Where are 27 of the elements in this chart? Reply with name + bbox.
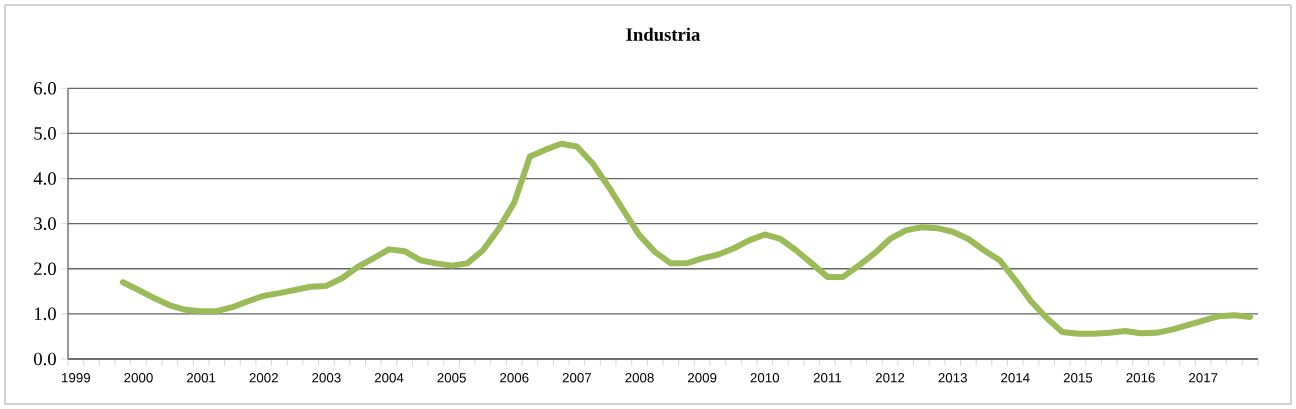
chart-title: Industria: [626, 27, 701, 41]
x-tick-label: 2006: [500, 373, 529, 383]
x-tick-label: 2001: [186, 373, 216, 383]
y-tick-label: 2.0: [34, 262, 56, 276]
x-tick-label: 2014: [1001, 373, 1030, 383]
y-tick-label: 6.0: [34, 81, 56, 95]
x-tick-label: 2004: [374, 373, 404, 383]
x-tick-label: 2015: [1063, 373, 1093, 383]
x-tick-label: 2011: [813, 373, 842, 383]
y-tick-label: 0.0: [34, 352, 56, 366]
x-tick-label: 2000: [124, 373, 153, 383]
y-tick-label: 1.0: [34, 307, 56, 321]
x-tick-label: 2012: [875, 373, 905, 383]
x-tick-label: 2003: [312, 373, 341, 383]
x-tick-label: 2008: [625, 373, 654, 383]
x-tick-label: 2017: [1189, 373, 1218, 383]
y-tick-label: 3.0: [34, 217, 56, 230]
x-tick-label: 2016: [1126, 373, 1155, 383]
x-tick-label: 1999: [62, 373, 91, 383]
x-tick-label: 2005: [437, 373, 466, 383]
x-tick-label: 2002: [249, 373, 278, 383]
x-tick-label: 2007: [562, 373, 592, 383]
x-tick-label: 2009: [687, 373, 717, 383]
y-tick-label: 4.0: [33, 172, 56, 185]
y-tick-label: 5.0: [34, 127, 56, 140]
x-tick-label: 2013: [938, 373, 967, 383]
x-tick-label: 2010: [750, 373, 780, 383]
